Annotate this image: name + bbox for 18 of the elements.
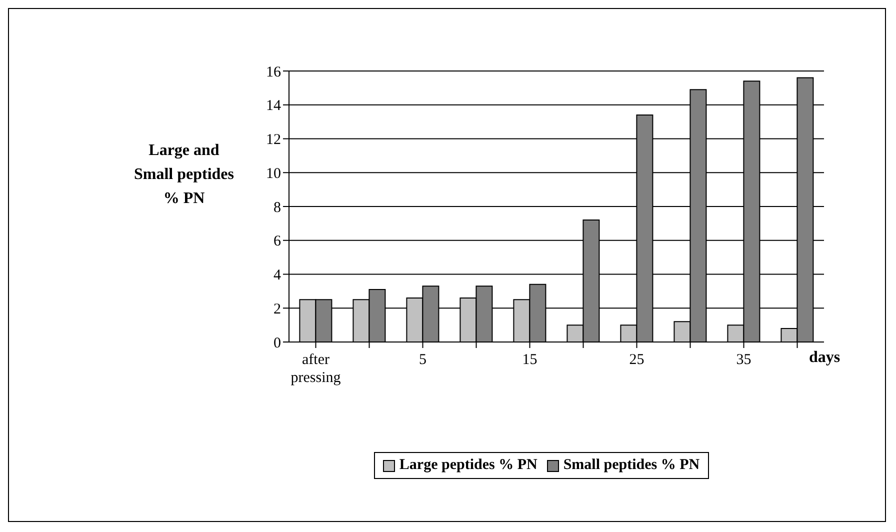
y-tick-label: 10 (266, 166, 281, 182)
y-tick-label: 2 (274, 301, 281, 318)
x-tick-label: 35 (736, 352, 752, 368)
y-tick-label: 0 (274, 335, 281, 352)
y-tick-label: 14 (266, 98, 282, 114)
y-tick-label: 12 (266, 132, 281, 148)
x-tick-label: after pressing (290, 352, 342, 386)
legend-label: Large peptides % PN (398, 457, 538, 474)
y-tick-label: 16 (266, 64, 282, 80)
y-tick-label: 4 (274, 268, 282, 284)
x-tick-label: 5 (419, 352, 426, 368)
x-axis-title: days (809, 349, 840, 367)
x-tick-label: 15 (522, 352, 538, 368)
y-axis-title: Large and Small peptides % PN (132, 142, 235, 209)
y-tick-label: 8 (274, 200, 281, 216)
legend-label: Small peptides % PN (562, 457, 700, 474)
x-tick-label: 25 (629, 352, 644, 368)
y-tick-label: 6 (274, 234, 282, 250)
